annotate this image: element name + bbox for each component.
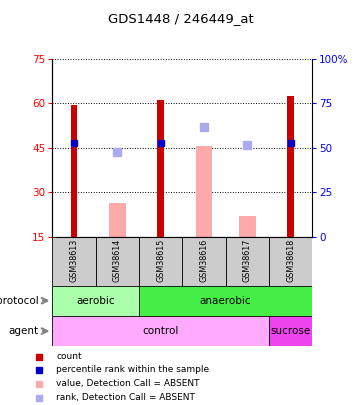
Bar bbox=[287, 96, 294, 237]
Bar bbox=[157, 100, 164, 237]
Text: GSM38615: GSM38615 bbox=[156, 239, 165, 282]
Text: value, Detection Call = ABSENT: value, Detection Call = ABSENT bbox=[56, 379, 200, 388]
Bar bbox=[226, 237, 269, 286]
Text: percentile rank within the sample: percentile rank within the sample bbox=[56, 365, 209, 374]
Text: sucrose: sucrose bbox=[270, 326, 311, 336]
Text: GSM38617: GSM38617 bbox=[243, 239, 252, 282]
Bar bbox=[139, 286, 312, 316]
Bar bbox=[52, 237, 96, 286]
Bar bbox=[239, 216, 256, 237]
Bar bbox=[269, 316, 312, 346]
Text: GSM38613: GSM38613 bbox=[70, 239, 78, 282]
Text: GSM38614: GSM38614 bbox=[113, 239, 122, 282]
Text: control: control bbox=[143, 326, 179, 336]
Bar bbox=[269, 237, 312, 286]
Text: rank, Detection Call = ABSENT: rank, Detection Call = ABSENT bbox=[56, 393, 195, 403]
Bar bbox=[139, 237, 182, 286]
Text: protocol: protocol bbox=[0, 296, 39, 306]
Bar bbox=[182, 237, 226, 286]
Text: anaerobic: anaerobic bbox=[200, 296, 252, 306]
Bar bbox=[52, 316, 269, 346]
Text: GDS1448 / 246449_at: GDS1448 / 246449_at bbox=[108, 12, 253, 25]
Text: GSM38618: GSM38618 bbox=[286, 239, 295, 282]
Bar bbox=[96, 237, 139, 286]
Bar bbox=[109, 203, 126, 237]
Text: agent: agent bbox=[8, 326, 39, 336]
Text: aerobic: aerobic bbox=[77, 296, 115, 306]
Bar bbox=[196, 146, 212, 237]
Text: count: count bbox=[56, 352, 82, 361]
Bar bbox=[70, 105, 78, 237]
Bar bbox=[52, 286, 139, 316]
Text: GSM38616: GSM38616 bbox=[200, 239, 208, 282]
